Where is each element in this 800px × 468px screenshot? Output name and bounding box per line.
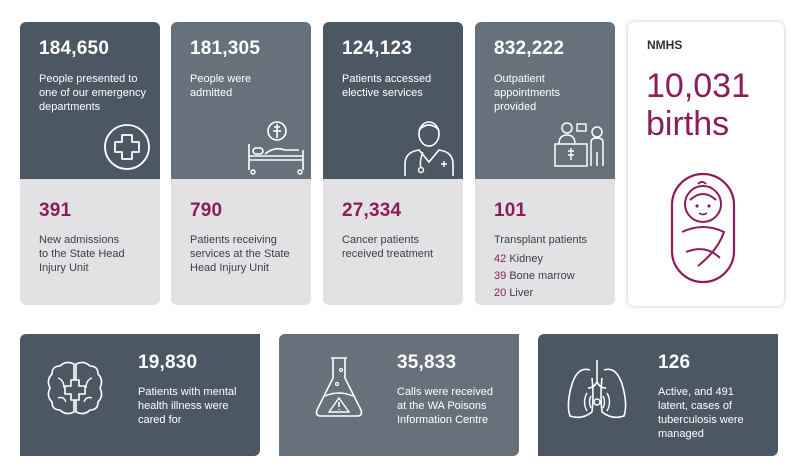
- stat-card-transplant: 101 Transplant patients 42 Kidney 39 Bon…: [475, 179, 615, 305]
- stat-label: Outpatient appointments provided: [494, 73, 561, 113]
- stat-number: 790: [190, 200, 223, 221]
- stat-card-outpatient: 832,222 Outpatient appointments provided: [475, 22, 615, 179]
- stat-card-head-injury-services: 790 Patients receiving services at the St…: [171, 179, 311, 305]
- stat-label: Patients accessed elective services: [342, 73, 432, 99]
- stat-label: Cancer patients received treatment: [342, 234, 434, 260]
- stat-card-admitted: 181,305 People were admitted: [171, 22, 311, 179]
- poison-flask-icon: [315, 357, 363, 417]
- stat-number: 181,305: [190, 38, 261, 59]
- medical-cross-icon: [104, 124, 150, 170]
- stat-number: 126: [658, 352, 691, 373]
- reception-desk-icon: [554, 122, 604, 167]
- stat-card-emergency: 184,650 People presented to one of our em…: [20, 22, 160, 179]
- stat-card-elective: 124,123 Patients accessed elective servic…: [323, 22, 463, 179]
- lungs-icon: [567, 360, 627, 419]
- brain-icon: [47, 361, 103, 415]
- stat-number: 19,830: [138, 352, 198, 373]
- stat-label: Active, and 491 latent, cases of tuberculo…: [658, 386, 744, 440]
- births-number: 10,031: [646, 67, 750, 105]
- births-unit: births: [646, 105, 730, 143]
- doctor-icon: [404, 121, 454, 176]
- stat-number: 184,650: [39, 38, 110, 59]
- stat-label: Patients receiving services at the State H…: [190, 234, 290, 274]
- births-heading: NMHS: [647, 38, 683, 52]
- stat-label: Transplant patients: [494, 234, 588, 246]
- hospital-bed-icon: [248, 121, 304, 175]
- stat-label: Patients with mental health illness were c…: [138, 386, 237, 426]
- stat-card-poisons: 35,833 Calls were received at the WA Pois…: [279, 334, 519, 456]
- swaddled-baby-icon: [670, 172, 736, 284]
- births-card: NMHS 10,031 births: [628, 22, 784, 306]
- stat-number: 832,222: [494, 38, 565, 59]
- transplant-breakdown: 42 Kidney 39 Bone marrow 20 Liver: [494, 251, 575, 302]
- breakdown-item: 42 Kidney: [494, 253, 543, 265]
- stat-card-tuberculosis: 126 Active, and 491 latent, cases of tuber…: [538, 334, 778, 456]
- stat-number: 27,334: [342, 200, 402, 221]
- stat-label: New admissions to the State Head Injury Un…: [39, 234, 125, 274]
- stat-number: 391: [39, 200, 72, 221]
- stat-label: People presented to one of our emergency d…: [39, 73, 147, 113]
- stat-card-head-injury-admissions: 391 New admissions to the State Head Injur…: [20, 179, 160, 305]
- breakdown-item: 39 Bone marrow: [494, 270, 575, 282]
- stat-label: People were admitted: [190, 73, 252, 99]
- stat-number: 124,123: [342, 38, 413, 59]
- breakdown-item: 20 Liver: [494, 287, 534, 299]
- stat-card-cancer: 27,334 Cancer patients received treatment: [323, 179, 463, 305]
- stat-number: 101: [494, 200, 527, 221]
- stat-number: 35,833: [397, 352, 457, 373]
- stat-card-mental-health: 19,830 Patients with mental health illnes…: [20, 334, 260, 456]
- stat-label: Calls were received at the WA Poisons Info…: [397, 386, 493, 426]
